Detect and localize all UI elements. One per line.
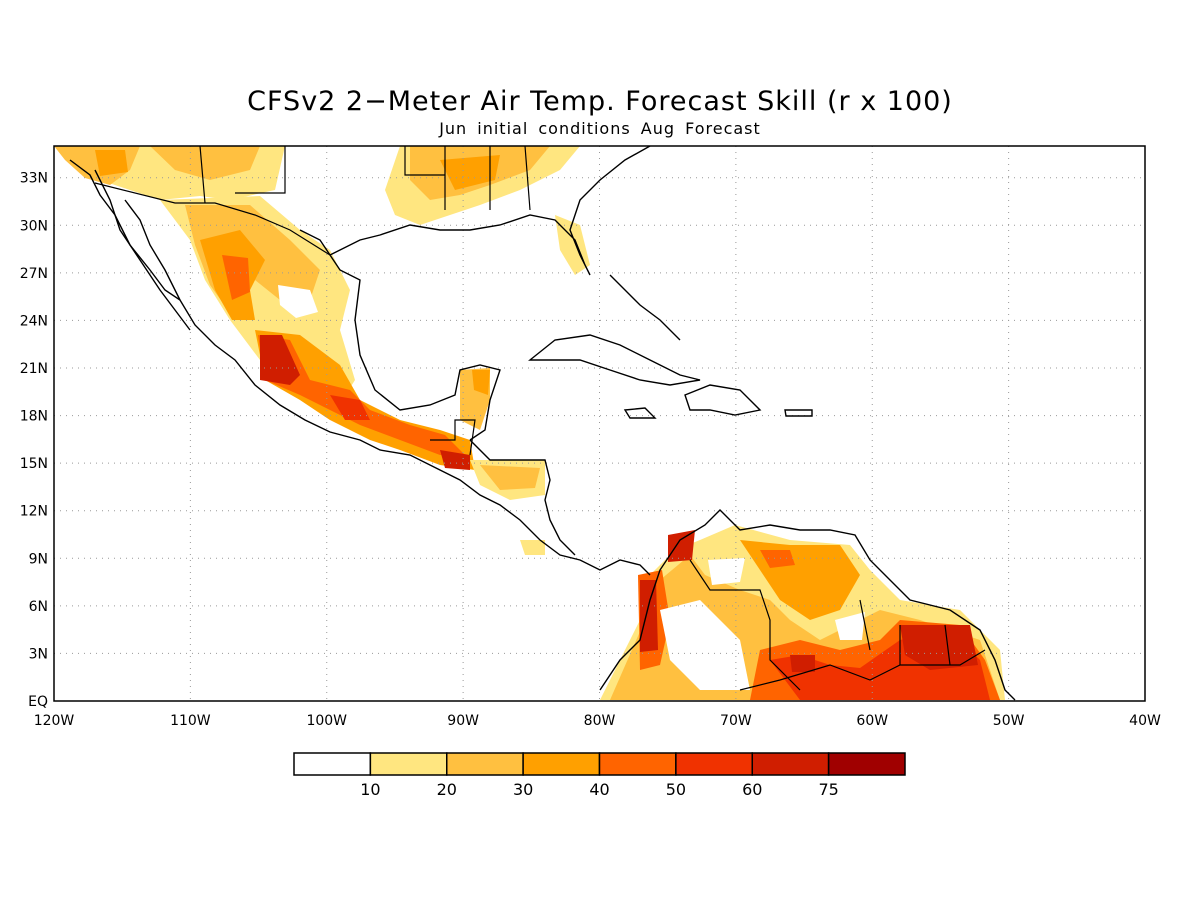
- lon-tick-label: 40W: [1129, 713, 1161, 729]
- border-colombia-venezuela: [689, 559, 801, 691]
- colorbar-label: 50: [666, 780, 686, 799]
- coast-caribbean-ca: [469, 439, 576, 556]
- colorbar-swatch: [598, 752, 677, 776]
- coast-us-gulf: [329, 146, 651, 276]
- coastlines: [69, 146, 1016, 701]
- lat-tick-label: 30N: [20, 218, 48, 234]
- coast-hispaniola: [684, 384, 762, 416]
- border-guatemala: [430, 419, 476, 456]
- border-us-mexico: [94, 182, 331, 256]
- colorbar-label: 60: [742, 780, 762, 799]
- coast-cuba: [528, 334, 701, 386]
- shade-nicaragua: [520, 540, 545, 555]
- colorbar-swatch: [522, 752, 601, 776]
- lat-tick-label: 27N: [20, 266, 48, 282]
- skill-shading: [54, 146, 1005, 700]
- lon-tick-label: 60W: [856, 713, 888, 729]
- lat-tick-label: 6N: [29, 599, 48, 615]
- map-gridlines: [54, 146, 1145, 701]
- lon-tick-labels: 120W 110W 100W 90W 80W 70W 60W 50W 40W: [34, 713, 1161, 729]
- shade-sa-central-core: [790, 655, 815, 672]
- shade-mexico-sierra-core: [222, 255, 250, 300]
- lon-tick-label: 90W: [447, 713, 479, 729]
- map-title: CFSv2 2−Meter Air Temp. Forecast Skill (…: [247, 86, 953, 117]
- lon-tick-label: 70W: [720, 713, 752, 729]
- shade-sa-venezuela-red: [760, 550, 795, 568]
- shade-guatemala-core: [440, 450, 470, 470]
- colorbar-swatch: [751, 752, 830, 776]
- colorbar-label: 10: [360, 780, 380, 799]
- shade-sa-guyana-core: [900, 625, 978, 670]
- colorbar-label: 40: [589, 780, 609, 799]
- lat-tick-label: 12N: [20, 504, 48, 520]
- shade-mexico-core: [260, 335, 300, 385]
- shade-mexico-south-core: [330, 395, 370, 420]
- colorbar-swatch: [293, 752, 372, 776]
- map-subtitle: Jun initial conditions Aug Forecast: [439, 119, 761, 138]
- coast-pacific-mexico: [69, 159, 651, 576]
- border-guyanas: [859, 599, 951, 666]
- border-us-states: [199, 146, 531, 211]
- lat-tick-label: 33N: [20, 171, 48, 187]
- colorbar-label: 30: [513, 780, 533, 799]
- lat-tick-labels: EQ 3N 6N 9N 12N 15N 18N 21N 24N 27N 30N 33N: [20, 171, 48, 710]
- coast-bahamas: [609, 274, 681, 341]
- lon-tick-label: 110W: [170, 713, 211, 729]
- shade-mexico-hole: [278, 285, 318, 318]
- shade-florida: [555, 215, 590, 275]
- shade-sa-hole3: [835, 612, 865, 640]
- shade-sa-colombia-north: [668, 530, 695, 562]
- coast-baja: [94, 169, 191, 331]
- colorbar-swatch: [827, 752, 906, 776]
- lon-tick-label: 50W: [993, 713, 1025, 729]
- shade-sa-hole2: [708, 558, 745, 585]
- shade-us-texas: [150, 146, 260, 180]
- lat-tick-label: 3N: [29, 646, 48, 662]
- colorbar-swatch: [675, 752, 753, 776]
- lat-tick-label: 18N: [20, 409, 48, 425]
- map-frame: [53, 145, 1146, 702]
- colorbar-swatch: [369, 752, 448, 776]
- shade-us-southwest-core: [95, 150, 128, 176]
- lat-tick-label: EQ: [28, 694, 48, 710]
- lat-tick-label: 21N: [20, 361, 48, 377]
- shade-sa-ecuador: [615, 680, 660, 700]
- coast-gulf-mexico: [299, 229, 501, 441]
- colorbar-label: 75: [818, 780, 838, 799]
- shade-sa-hole: [660, 600, 750, 690]
- shade-us-southeast-core: [440, 155, 500, 190]
- colorbar-swatch: [446, 752, 524, 776]
- coast-south-america: [599, 509, 1016, 701]
- lon-tick-label: 80W: [584, 713, 616, 729]
- coast-jamaica: [623, 407, 657, 419]
- shade-honduras-mid: [480, 465, 540, 490]
- shade-sa-colombia-core: [640, 580, 658, 652]
- lat-tick-label: 9N: [29, 551, 48, 567]
- lon-tick-label: 100W: [306, 713, 347, 729]
- borders: [94, 146, 986, 691]
- lat-tick-label: 24N: [20, 313, 48, 329]
- lon-tick-label: 120W: [34, 713, 75, 729]
- colorbar: 10 20 30 40 50 60 75: [293, 752, 906, 799]
- colorbar-label: 20: [437, 780, 457, 799]
- lat-tick-label: 15N: [20, 456, 48, 472]
- coast-puerto-rico: [784, 409, 813, 417]
- border-brazil: [739, 649, 986, 691]
- shade-yucatan-core: [472, 370, 490, 395]
